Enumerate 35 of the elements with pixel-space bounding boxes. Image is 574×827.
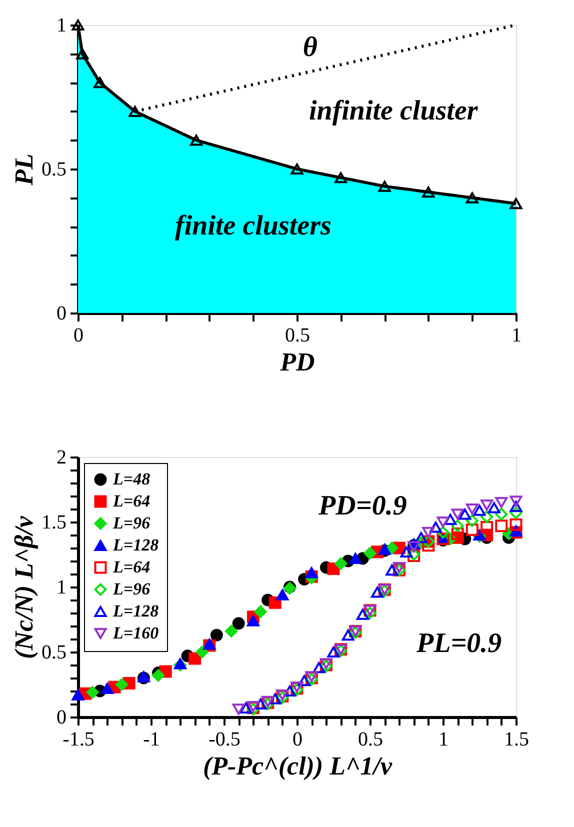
legend-label: L=96	[112, 514, 151, 532]
annotation: θ	[302, 32, 318, 64]
annotation: infinite cluster	[308, 95, 479, 126]
x-axis-title: (P-Pc^(cl)) L^1/ν	[202, 752, 393, 780]
annotation: PL=0.9	[415, 628, 502, 660]
y-tick-label: 0.5	[42, 158, 66, 180]
y-tick-label: 1	[56, 14, 66, 36]
legend-label: L=128	[112, 602, 160, 620]
x-tick-label: 0	[74, 324, 84, 346]
x-tick-label: 0	[292, 728, 302, 750]
y-tick-label: 1	[56, 576, 66, 598]
x-tick-label: -1.5	[62, 728, 94, 750]
legend-label: L=64	[112, 558, 150, 576]
legend-label: L=96	[112, 580, 151, 598]
x-tick-label: 1.5	[504, 728, 529, 750]
x-tick-label: 0.5	[285, 324, 310, 346]
x-axis-title: PD	[279, 348, 316, 376]
x-tick-label: 0.5	[358, 728, 383, 750]
y-axis-title: (Nc/N) L^β/ν	[10, 516, 38, 659]
legend-label: L=48	[112, 470, 151, 488]
annotation: finite clusters	[175, 210, 332, 242]
y-axis-title: PL	[10, 154, 38, 186]
y-tick-label: 0.5	[42, 642, 66, 664]
x-tick-label: 1	[438, 728, 448, 750]
x-tick-label: 1	[512, 324, 522, 346]
y-tick-label: 0	[56, 302, 66, 324]
legend-label: L=160	[112, 624, 160, 642]
legend-label: L=128	[112, 536, 160, 554]
y-tick-label: 2	[56, 446, 66, 468]
y-tick-label: 1.5	[42, 512, 66, 534]
x-tick-label: -0.5	[208, 728, 240, 750]
y-tick-label: 0	[56, 706, 66, 728]
legend-label: L=64	[112, 492, 150, 510]
annotation: PD=0.9	[318, 490, 407, 522]
x-tick-label: -1	[143, 728, 160, 750]
